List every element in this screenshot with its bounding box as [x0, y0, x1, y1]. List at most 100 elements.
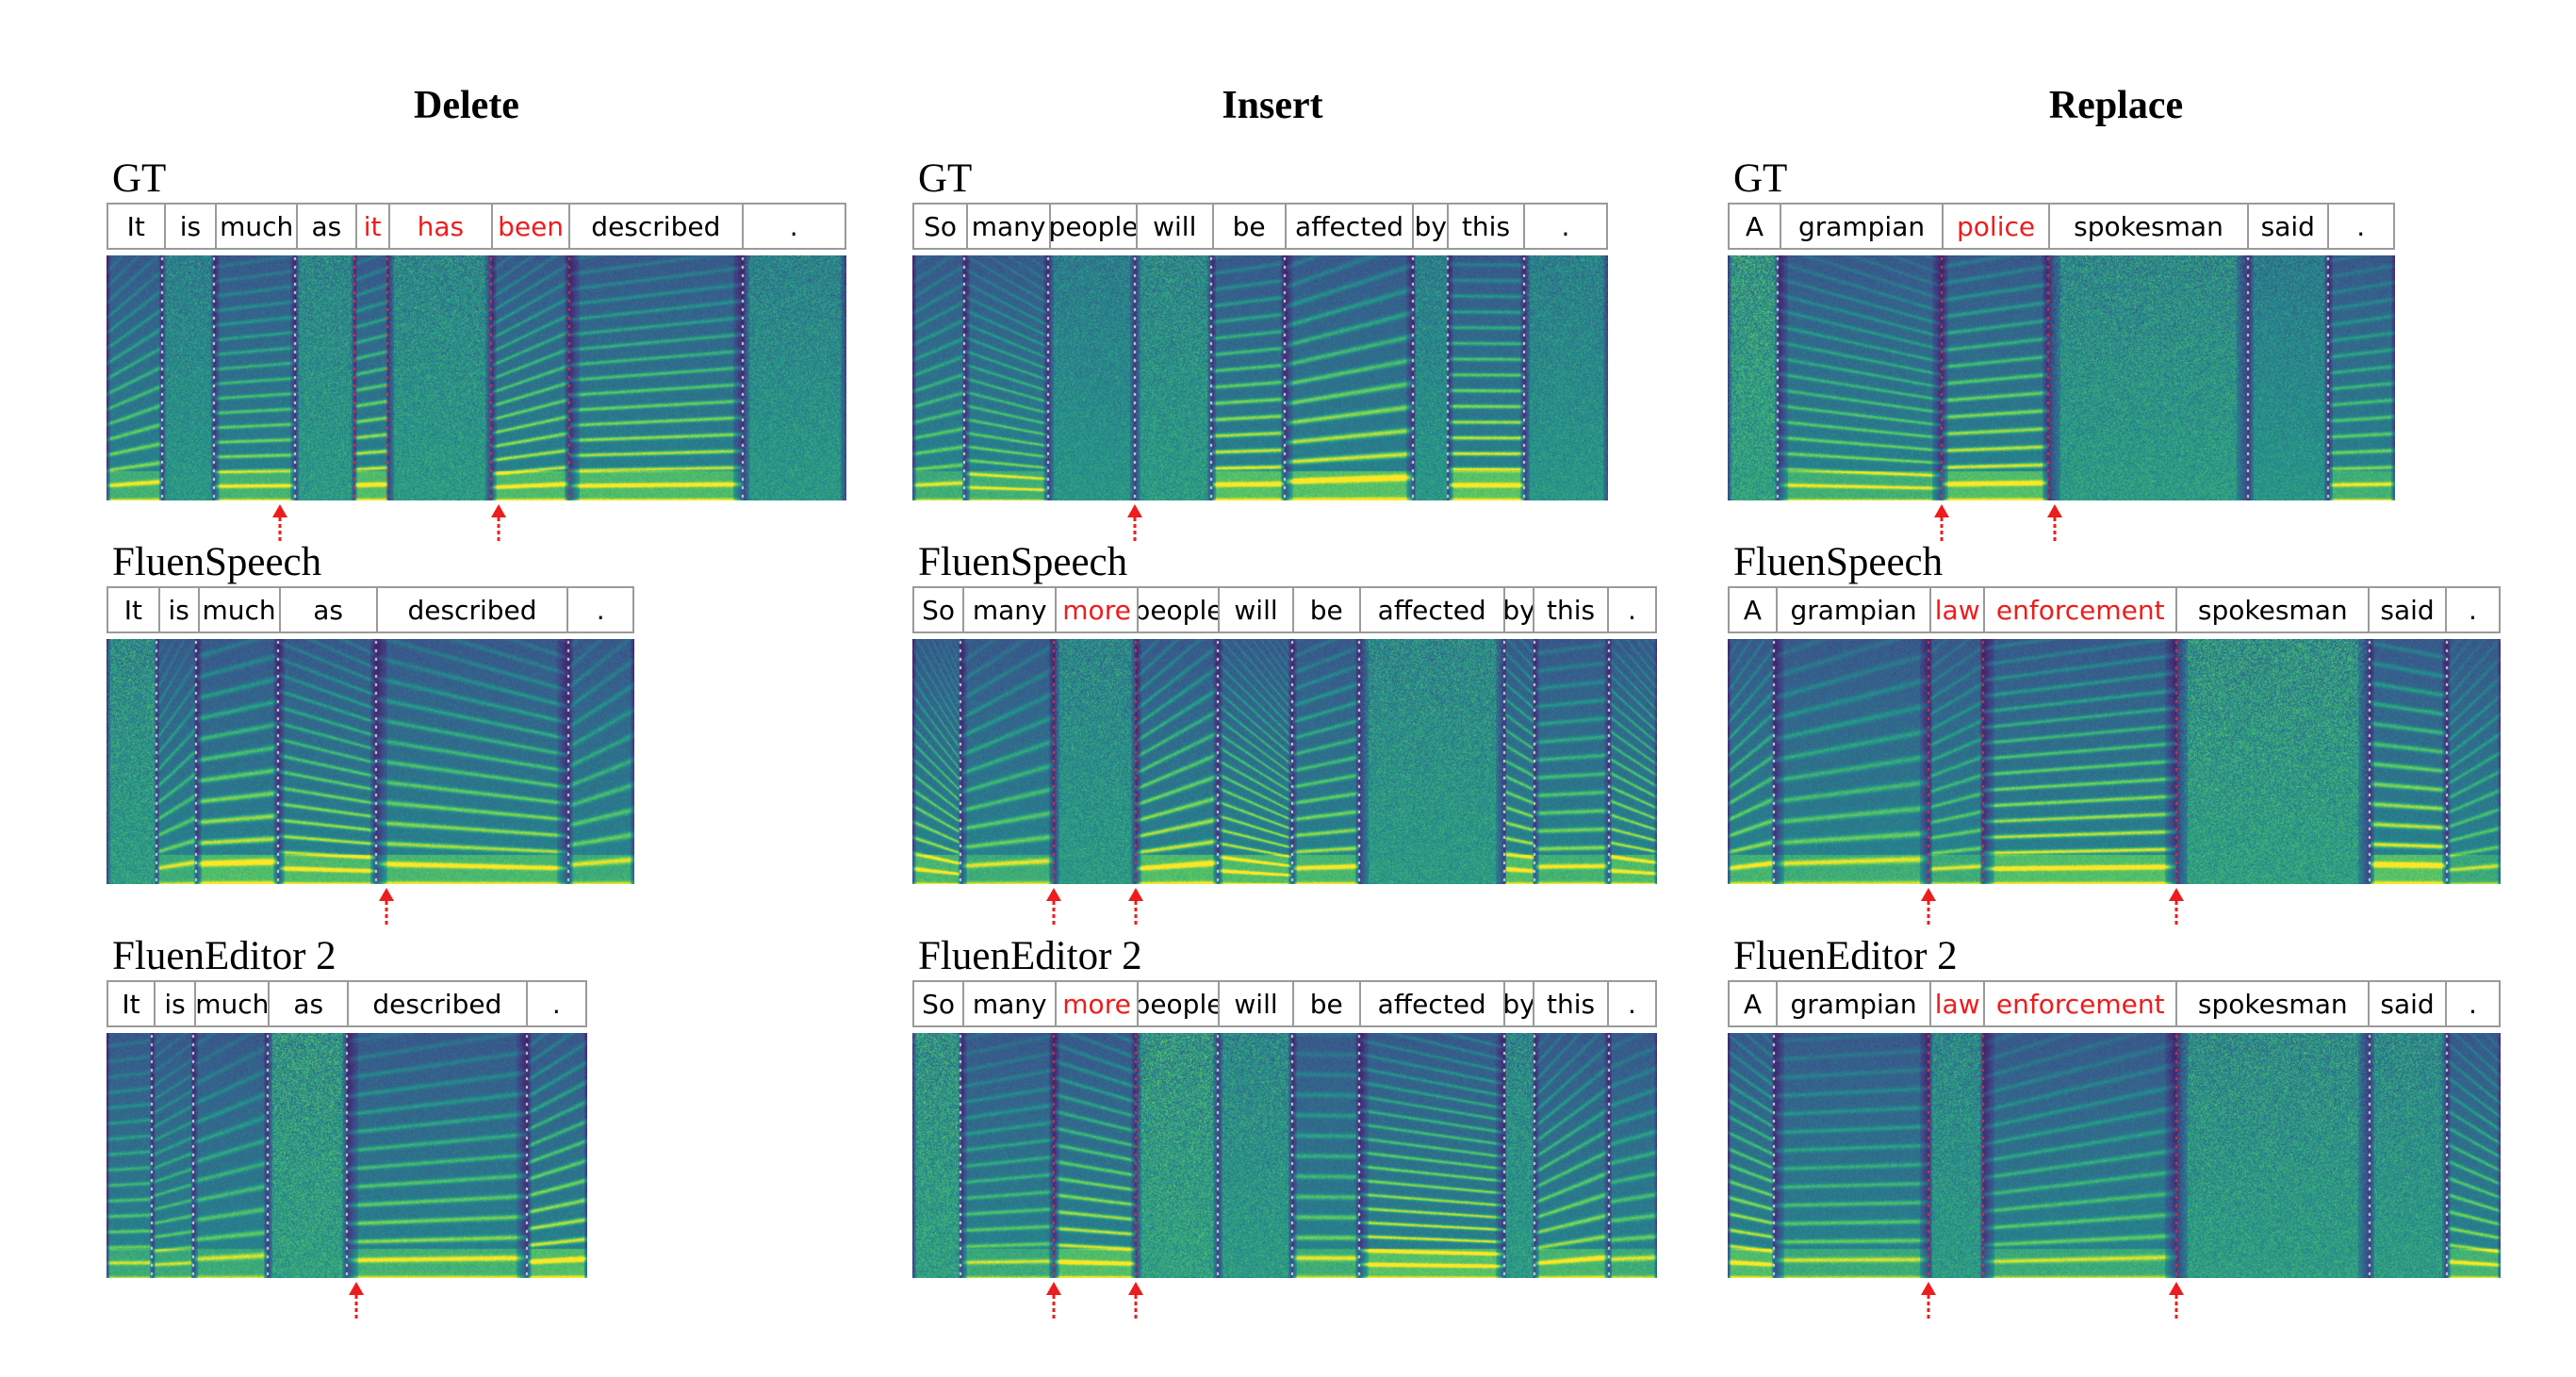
word-cell: .: [2326, 205, 2393, 248]
word-cell: has: [387, 205, 491, 248]
edit-region-marker-icon: [1044, 1282, 1063, 1321]
word-cell: .: [1606, 982, 1655, 1025]
panel-label: GT: [918, 156, 973, 201]
panel-label: FluenEditor 2: [918, 934, 1142, 978]
word-cell: this: [1533, 982, 1607, 1025]
spectrogram-canvas: [1728, 639, 2501, 884]
panel-label: FluenSpeech: [1733, 540, 1944, 584]
word-cell: enforcement: [1983, 982, 2175, 1025]
word-cell: grampian: [1775, 982, 1929, 1025]
mel-spectrogram: [1728, 255, 2395, 500]
word-cell: A: [1743, 594, 1763, 626]
panel-label: FluenEditor 2: [112, 934, 336, 978]
spectrogram-canvas: [912, 639, 1657, 884]
word-cell: will: [1218, 588, 1292, 631]
word-cell: be: [1291, 588, 1359, 631]
word-cell: be: [1211, 205, 1285, 248]
edit-region-marker-icon: [1919, 1282, 1938, 1321]
word-cell: people: [1049, 205, 1136, 248]
edit-region-marker-icon: [1126, 888, 1145, 927]
spectrogram-canvas: [107, 1033, 587, 1278]
mel-spectrogram: [107, 255, 846, 500]
panel-label: GT: [112, 156, 167, 201]
edit-region-marker-icon: [1919, 888, 1938, 927]
panel-label: FluenSpeech: [918, 540, 1128, 584]
mel-spectrogram: [912, 1033, 1657, 1278]
word-cell: affected: [1358, 588, 1503, 631]
col-title-insert: Insert: [1222, 84, 1323, 127]
word-cell: law: [1929, 588, 1983, 631]
mel-spectrogram: [912, 639, 1657, 884]
word-cell: So: [922, 988, 955, 1020]
word-cell: it: [354, 205, 388, 248]
word-cell: affected: [1284, 205, 1413, 248]
word-cell: So: [922, 594, 955, 626]
mel-spectrogram: [912, 255, 1608, 500]
panel-insert-fluen-editor: FluenEditor 2 So many more people will be affec…: [912, 933, 1657, 1325]
word-cell: spokesman: [2047, 205, 2247, 248]
word-cell: people: [1136, 982, 1218, 1025]
edit-region-marker-icon: [347, 1282, 366, 1321]
edit-region-marker-icon: [1126, 1282, 1145, 1321]
word-cell: .: [741, 205, 845, 248]
word-cell: .: [2444, 588, 2499, 631]
panel-delete-fluen-editor: FluenEditor 2 It is much as described.: [107, 933, 587, 1325]
spectrogram-canvas: [1728, 1033, 2501, 1278]
word-cell: is: [154, 982, 194, 1025]
word-cell: many: [966, 205, 1049, 248]
edit-region-marker-icon: [2167, 1282, 2186, 1321]
word-cell: .: [525, 982, 585, 1025]
word-cell: affected: [1358, 982, 1503, 1025]
word-cell: as: [268, 982, 346, 1025]
edit-region-marker-icon: [1932, 504, 1951, 544]
word-cell: A: [1743, 988, 1763, 1020]
word-cell: A: [1745, 210, 1764, 242]
mel-spectrogram: [1728, 639, 2501, 884]
word-cell: said: [2368, 982, 2445, 1025]
word-cell: much: [194, 982, 268, 1025]
word-bar: So many people will be affected by this.: [912, 203, 1608, 250]
word-cell: been: [491, 205, 568, 248]
col-title-replace: Replace: [2048, 84, 2184, 127]
word-cell: police: [1942, 205, 2048, 248]
panel-label: FluenEditor 2: [1733, 934, 1958, 978]
word-cell: spokesman: [2175, 982, 2368, 1025]
mel-spectrogram: [107, 1033, 587, 1278]
word-bar: So many more people will be affected by this.: [912, 980, 1657, 1027]
word-cell: people: [1136, 588, 1218, 631]
word-cell: by: [1412, 205, 1447, 248]
word-cell: much: [197, 588, 279, 631]
mel-spectrogram: [1728, 1033, 2501, 1278]
edit-region-marker-icon: [489, 504, 508, 544]
word-cell: .: [1522, 205, 1606, 248]
edit-region-marker-icon: [1125, 504, 1144, 544]
word-cell: will: [1218, 982, 1292, 1025]
word-cell: is: [157, 588, 198, 631]
word-cell: It: [126, 210, 145, 242]
word-cell: will: [1135, 205, 1212, 248]
word-cell: said: [2247, 205, 2326, 248]
word-cell: by: [1502, 982, 1533, 1025]
word-cell: grampian: [1775, 588, 1929, 631]
spectrogram-canvas: [1728, 255, 2395, 500]
word-cell: described: [375, 588, 567, 631]
word-bar: It is much as described.: [107, 586, 634, 633]
word-cell: .: [2444, 982, 2499, 1025]
spectrogram-canvas: [912, 1033, 1657, 1278]
edit-region-marker-icon: [2045, 504, 2064, 544]
word-cell: be: [1291, 982, 1359, 1025]
mel-spectrogram: [107, 639, 634, 884]
edit-region-marker-icon: [271, 504, 289, 544]
panel-label: GT: [1733, 156, 1788, 201]
word-cell: many: [962, 982, 1055, 1025]
word-cell: this: [1533, 588, 1607, 631]
edit-region-marker-icon: [377, 888, 396, 927]
word-cell: said: [2368, 588, 2445, 631]
word-cell: .: [566, 588, 632, 631]
edit-region-marker-icon: [2167, 888, 2186, 927]
word-cell: described: [568, 205, 742, 248]
